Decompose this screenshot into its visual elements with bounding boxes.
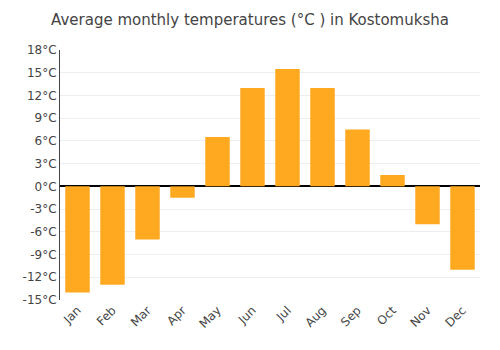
svg-text:Feb: Feb (94, 303, 119, 328)
svg-text:Average monthly temperatures (: Average monthly temperatures (°C ) in Ko… (51, 11, 449, 29)
svg-text:May: May (196, 303, 223, 330)
svg-text:Mar: Mar (128, 303, 154, 329)
svg-text:Sep: Sep (338, 303, 364, 329)
svg-text:6°C: 6°C (35, 134, 57, 148)
svg-text:9°C: 9°C (35, 111, 57, 125)
svg-text:-3°C: -3°C (30, 202, 56, 216)
svg-text:3°C: 3°C (35, 157, 57, 171)
svg-text:-12°C: -12°C (23, 270, 57, 284)
svg-text:18°C: 18°C (27, 43, 57, 57)
svg-text:Dec: Dec (443, 303, 469, 329)
svg-text:0°C: 0°C (35, 180, 57, 194)
svg-text:15°C: 15°C (27, 66, 57, 80)
svg-text:12°C: 12°C (27, 89, 57, 103)
svg-text:Jan: Jan (60, 303, 84, 327)
svg-text:Aug: Aug (302, 303, 328, 329)
svg-text:Nov: Nov (407, 303, 433, 329)
svg-text:-9°C: -9°C (30, 248, 56, 262)
svg-text:Apr: Apr (164, 303, 189, 328)
svg-text:Jun: Jun (235, 303, 259, 327)
svg-text:Jul: Jul (273, 303, 294, 324)
svg-text:Oct: Oct (374, 303, 399, 328)
svg-text:-15°C: -15°C (23, 293, 57, 307)
svg-text:-6°C: -6°C (30, 225, 56, 239)
